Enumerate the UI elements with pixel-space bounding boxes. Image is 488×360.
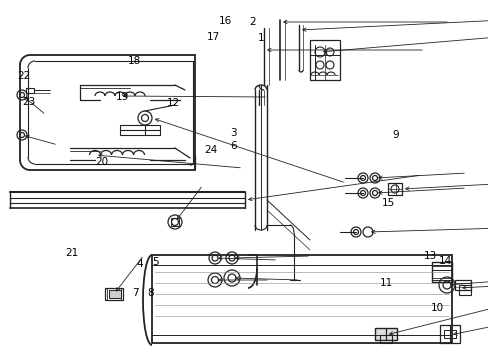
Bar bbox=[431, 262, 451, 282]
Text: 6: 6 bbox=[230, 141, 237, 151]
Bar bbox=[443, 330, 455, 338]
Bar bbox=[105, 288, 123, 300]
Bar bbox=[152, 255, 451, 343]
Text: 2: 2 bbox=[249, 17, 256, 27]
Text: 17: 17 bbox=[206, 32, 220, 42]
Text: 19: 19 bbox=[115, 92, 129, 102]
Bar bbox=[309, 40, 339, 80]
Text: 18: 18 bbox=[127, 56, 141, 66]
Text: 10: 10 bbox=[430, 303, 443, 313]
Text: 4: 4 bbox=[136, 258, 142, 269]
Text: 12: 12 bbox=[166, 98, 180, 108]
Text: 5: 5 bbox=[152, 257, 159, 267]
Bar bbox=[120, 125, 160, 135]
Bar bbox=[439, 325, 459, 343]
Bar bbox=[387, 183, 401, 195]
Text: 7: 7 bbox=[132, 288, 139, 298]
Bar bbox=[458, 285, 470, 295]
Text: 9: 9 bbox=[392, 130, 399, 140]
Text: 8: 8 bbox=[147, 288, 154, 298]
Text: 21: 21 bbox=[65, 248, 79, 258]
Bar bbox=[379, 335, 391, 343]
Text: 16: 16 bbox=[219, 16, 232, 26]
Bar bbox=[454, 280, 470, 290]
Text: 20: 20 bbox=[95, 157, 108, 167]
Text: 15: 15 bbox=[381, 198, 395, 208]
Text: 1: 1 bbox=[258, 33, 264, 43]
Text: 13: 13 bbox=[423, 251, 436, 261]
Bar bbox=[171, 218, 179, 226]
Text: 23: 23 bbox=[22, 96, 36, 107]
Text: 24: 24 bbox=[204, 145, 218, 156]
Text: 11: 11 bbox=[379, 278, 392, 288]
Bar bbox=[374, 328, 396, 340]
Bar bbox=[109, 290, 121, 298]
Bar bbox=[431, 270, 451, 280]
Bar bbox=[26, 88, 34, 93]
Text: 14: 14 bbox=[437, 256, 451, 266]
Text: 22: 22 bbox=[17, 71, 30, 81]
Text: 3: 3 bbox=[230, 128, 237, 138]
